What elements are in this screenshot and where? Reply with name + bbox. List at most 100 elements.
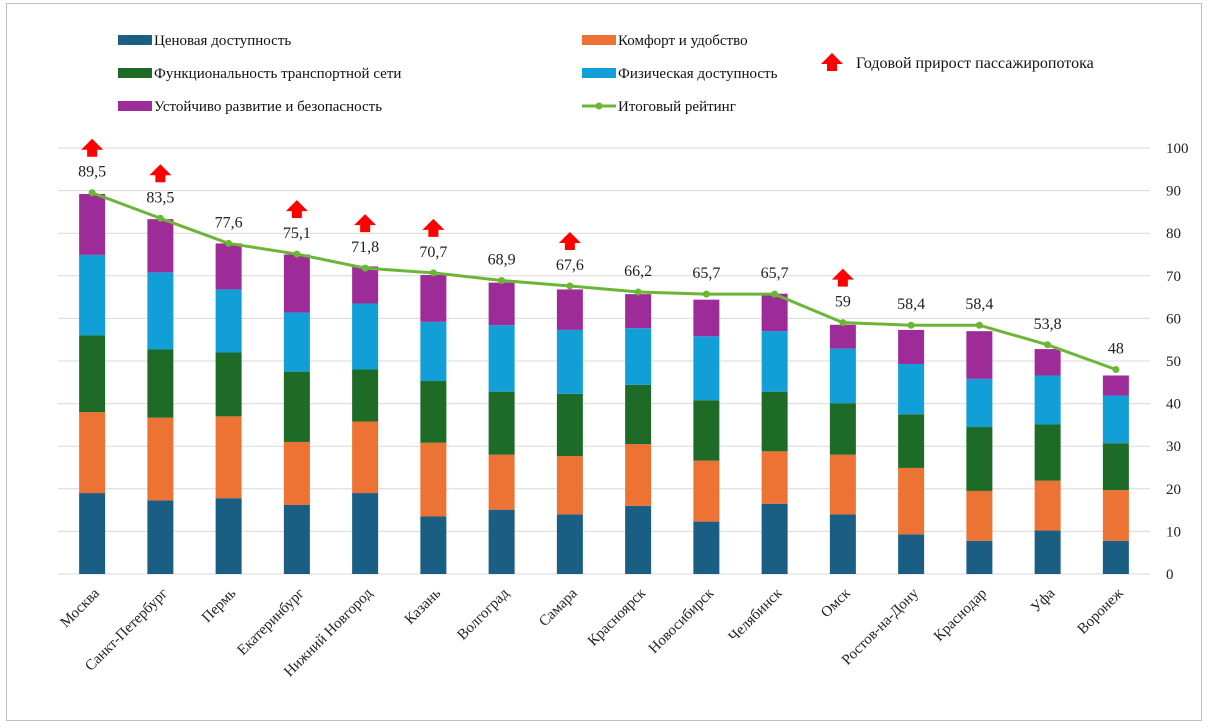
bar-segment-5 [625, 294, 652, 329]
y-tick-label: 90 [1166, 184, 1181, 200]
bar-segment-2 [283, 441, 310, 505]
y-tick-label: 0 [1166, 567, 1174, 583]
x-category-label: Уфа [1028, 585, 1059, 616]
bar-segment-2 [215, 416, 242, 499]
rating-point [1044, 341, 1052, 349]
bars [79, 194, 1129, 574]
data-label: 77,6 [215, 214, 243, 231]
rating-point [634, 288, 642, 296]
bar-segment-3 [147, 349, 174, 418]
bar-segment-2 [966, 490, 993, 541]
bar-segment-4 [898, 363, 925, 415]
bar-segment-4 [1034, 375, 1061, 425]
y-axis: 0 10 20 30 40 50 60 70 80 90 100 [1166, 141, 1189, 583]
legend-swatch [582, 35, 616, 45]
x-category-label: Самара [536, 585, 581, 630]
bar-segment-2 [1034, 480, 1061, 531]
bar-segment-2 [488, 454, 515, 510]
bar-segment-5 [352, 266, 379, 304]
x-category-label: Краснодар [931, 586, 990, 645]
bar-segment-1 [79, 493, 106, 574]
bar-segment-4 [352, 303, 379, 370]
growth-arrow-icon [149, 164, 172, 183]
bar-segment-1 [761, 503, 788, 574]
rating-point [566, 282, 574, 290]
legend-label: Ценовая доступность [154, 33, 291, 49]
rating-point [498, 276, 506, 284]
legend-label: Функциональность транспортной сети [154, 66, 401, 82]
bar-segment-1 [966, 540, 993, 574]
y-tick-label: 40 [1166, 397, 1181, 413]
rating-point [225, 239, 233, 247]
bar-segment-2 [420, 442, 447, 517]
x-category-label: Воронеж [1075, 585, 1127, 637]
chart-frame [6, 3, 1202, 721]
bar-segment-2 [693, 460, 720, 522]
rating-line-path [91, 191, 1117, 371]
x-category-label: Новосибирск [646, 585, 718, 657]
bar-segment-5 [556, 289, 583, 330]
bar-segment-4 [556, 329, 583, 394]
data-label: 70,7 [419, 244, 447, 261]
bar-segment-4 [693, 336, 720, 401]
x-category-label: Волгоград [454, 585, 512, 643]
bar-segment-4 [79, 254, 106, 336]
data-label: 65,7 [692, 265, 720, 282]
rating-point [88, 189, 96, 197]
bar-segment-5 [488, 282, 515, 326]
legend-swatch [118, 101, 152, 111]
data-label: 53,8 [1034, 316, 1062, 333]
rating-point [839, 319, 847, 327]
bar-segment-5 [761, 293, 788, 332]
y-tick-label: 80 [1166, 226, 1181, 242]
bar-segment-5 [420, 274, 447, 322]
bar-segment-3 [556, 393, 583, 456]
x-category-label: Красноярск [585, 585, 649, 649]
bar-segment-3 [829, 403, 856, 455]
legend-swatch [582, 68, 616, 78]
legend-arrow-icon [821, 53, 843, 71]
growth-arrow-icon [81, 138, 104, 157]
data-label: 58,4 [965, 296, 993, 313]
data-label: 83,5 [146, 189, 174, 206]
bar-segment-3 [693, 400, 720, 461]
legend-swatch [118, 35, 152, 45]
x-category-label: Екатеринбург [235, 586, 308, 659]
bar-segment-2 [829, 454, 856, 515]
bar-segment-4 [966, 378, 993, 428]
bar-segment-4 [761, 331, 788, 392]
y-tick-label: 50 [1166, 354, 1181, 370]
bar-segment-4 [488, 325, 515, 392]
x-category-label: Челябинск [726, 585, 786, 645]
bar-segment-2 [761, 451, 788, 504]
bar-segment-4 [420, 321, 447, 382]
y-tick-label: 10 [1166, 524, 1181, 540]
legend-swatch [118, 68, 152, 78]
bar-segment-1 [488, 509, 515, 574]
bar-segment-5 [283, 254, 310, 313]
rating-point [907, 321, 915, 329]
bar-segment-3 [898, 414, 925, 468]
data-label: 58,4 [897, 296, 925, 313]
bar-segment-3 [283, 371, 310, 442]
bar-segment-2 [352, 421, 379, 494]
bar-segment-1 [147, 500, 174, 574]
bar-segment-4 [829, 348, 856, 404]
bar-segment-4 [215, 289, 242, 353]
bar-segment-1 [556, 514, 583, 574]
bar-segment-3 [215, 352, 242, 417]
rating-point [156, 214, 164, 222]
legend-label: Комфорт и удобство [618, 33, 748, 49]
bar-segment-2 [625, 444, 652, 506]
y-tick-label: 100 [1166, 141, 1189, 157]
x-category-label: Пермь [199, 585, 239, 625]
data-label: 68,9 [488, 251, 516, 268]
growth-arrow-icon [558, 232, 581, 251]
bar-segment-2 [556, 455, 583, 515]
bar-segment-1 [352, 493, 379, 574]
y-tick-label: 60 [1166, 311, 1181, 327]
bar-segment-2 [147, 417, 174, 501]
legend-label: Итоговый рейтинг [618, 99, 736, 115]
rating-line [88, 189, 1120, 374]
bar-segment-5 [79, 194, 106, 255]
